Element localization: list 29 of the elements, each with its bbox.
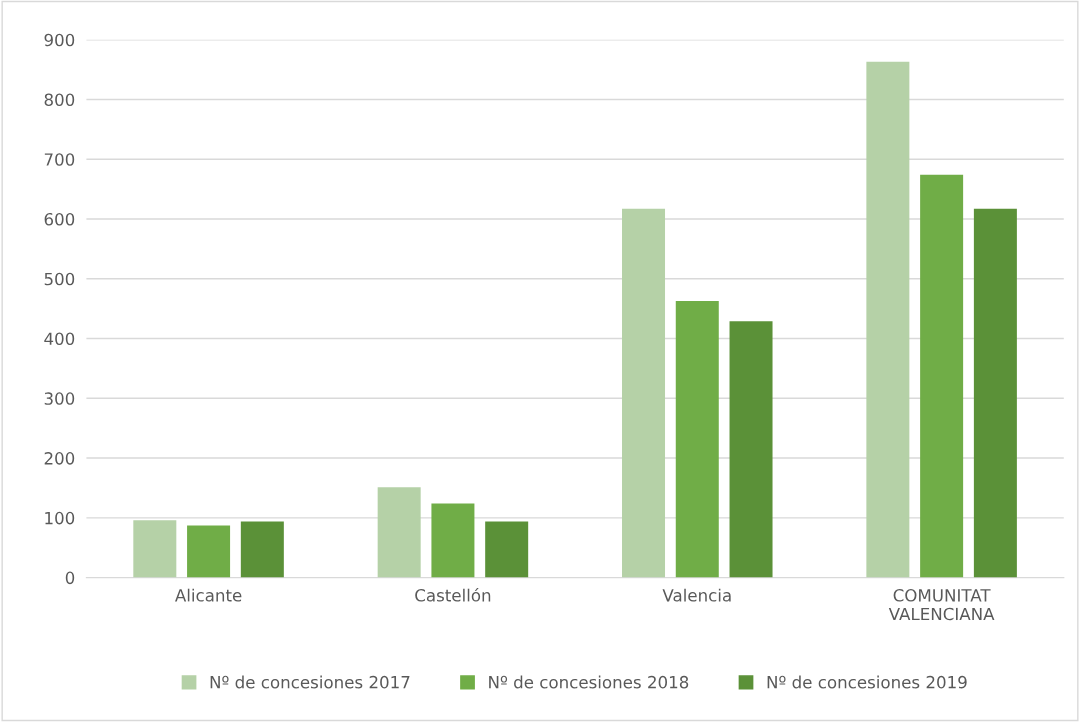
bar <box>973 208 1017 578</box>
bar <box>187 525 231 578</box>
bar <box>240 521 284 578</box>
y-tick-label: 800 <box>44 93 75 107</box>
y-tick-label: 100 <box>45 511 75 525</box>
bar <box>675 300 719 578</box>
bar <box>377 487 421 578</box>
x-tick-label: Valencia <box>662 588 731 602</box>
x-tick-label: COMUNITAT VALENCIANA <box>888 589 995 621</box>
bar <box>866 61 910 578</box>
y-tick-label: 400 <box>44 332 75 346</box>
y-tick-label: 300 <box>44 392 75 405</box>
x-tick-label: Castellón <box>415 588 491 602</box>
y-tick-label: 700 <box>44 153 75 166</box>
bar <box>729 321 773 578</box>
bar <box>133 520 177 578</box>
y-tick-label: 500 <box>44 272 75 286</box>
legend-label: Nº de concesiones 2017 <box>210 675 410 689</box>
y-tick-label: 600 <box>44 212 75 226</box>
bar <box>485 521 529 578</box>
y-tick-label: 900 <box>44 33 75 47</box>
legend-label: Nº de concesiones 2018 <box>489 675 689 689</box>
bar <box>431 503 475 578</box>
y-tick-label: 200 <box>44 452 75 465</box>
legend-label: Nº de concesiones 2019 <box>767 675 967 689</box>
bar <box>622 208 666 578</box>
x-tick-label: Alicante <box>175 588 242 602</box>
bar <box>920 174 964 578</box>
y-tick-label: 0 <box>65 571 75 585</box>
